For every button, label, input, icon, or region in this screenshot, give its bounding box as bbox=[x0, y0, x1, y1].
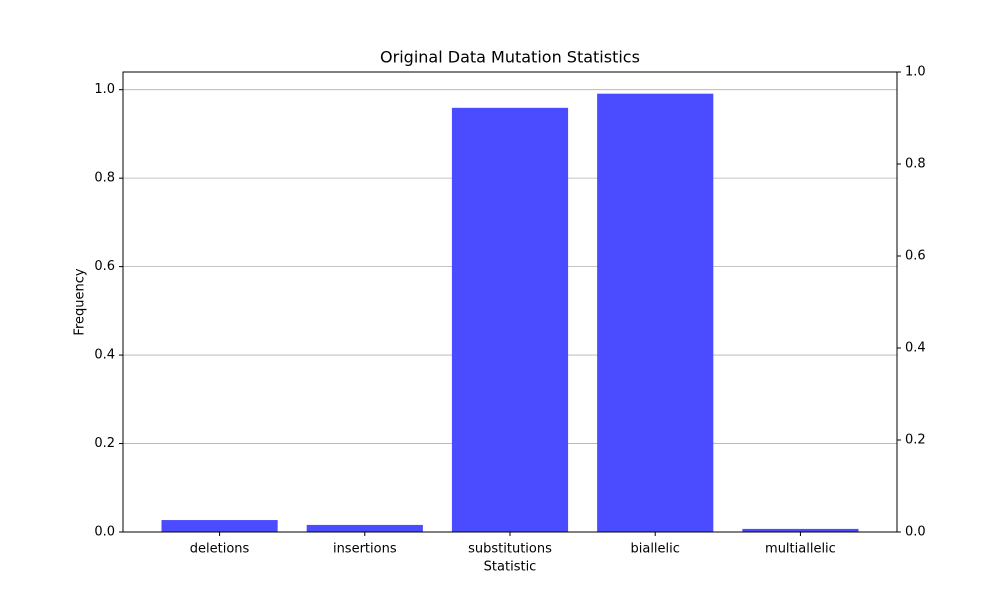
x-tick-label: deletions bbox=[190, 542, 250, 557]
y-tick-label: 0.4 bbox=[94, 348, 115, 363]
y-tick-label: 0.8 bbox=[94, 171, 115, 186]
y-tick-label: 1.0 bbox=[94, 82, 115, 97]
bar bbox=[451, 107, 569, 533]
y2-tick-label: 0.8 bbox=[905, 157, 926, 172]
x-tick-label: substitutions bbox=[468, 542, 552, 557]
bar bbox=[597, 93, 714, 532]
y-tick-label: 0.0 bbox=[94, 525, 115, 540]
x-axis-label: Statistic bbox=[484, 560, 537, 575]
plot-frame bbox=[122, 71, 898, 533]
bar bbox=[161, 520, 278, 532]
y2-tick-label: 0.4 bbox=[905, 341, 926, 356]
y2-tick-label: 0.2 bbox=[905, 433, 926, 448]
x-tick-label: multiallelic bbox=[765, 542, 836, 557]
x-tick-label: insertions bbox=[333, 542, 397, 557]
y-axis-label: Frequency bbox=[73, 268, 88, 335]
x-tick-label: biallelic bbox=[630, 542, 679, 557]
bar bbox=[306, 524, 423, 532]
bar bbox=[742, 528, 859, 532]
y2-tick-label: 0.6 bbox=[905, 249, 926, 264]
y-tick-label: 0.2 bbox=[94, 436, 115, 451]
y2-tick-label: 1.0 bbox=[905, 65, 926, 80]
y2-tick-label: 0.0 bbox=[905, 525, 926, 540]
y-tick-label: 0.6 bbox=[94, 259, 115, 274]
chart-title: Original Data Mutation Statistics bbox=[380, 48, 640, 67]
